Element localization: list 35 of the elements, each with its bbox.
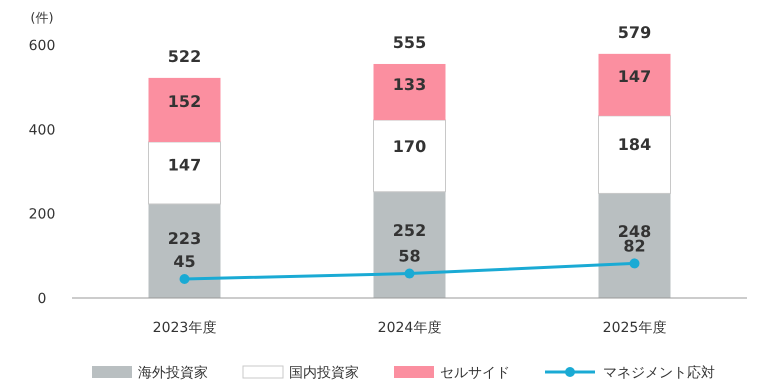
- bar: [148, 141, 221, 204]
- bar: [374, 64, 446, 120]
- y-tick-label: 600: [28, 38, 56, 54]
- bar: [148, 204, 220, 298]
- bar: [598, 54, 670, 116]
- y-tick-label: 200: [28, 206, 56, 223]
- x-tick-label: 2024年度: [378, 320, 442, 336]
- legend-label: セルサイド: [440, 365, 510, 381]
- data-label: 147: [168, 155, 202, 174]
- data-label: 147: [618, 67, 652, 86]
- data-label: 133: [392, 75, 426, 94]
- data-label: 152: [168, 92, 202, 111]
- data-label: 58: [398, 246, 421, 266]
- y-tick-label: 0: [38, 291, 46, 307]
- legend-label: 国内投資家: [289, 365, 359, 381]
- x-tick-label: 2025年度: [602, 320, 666, 336]
- bar: [374, 192, 446, 298]
- y-tick-label: 400: [28, 122, 56, 138]
- data-label: 170: [392, 136, 426, 156]
- data-label: 252: [392, 220, 426, 240]
- total-label: 522: [168, 46, 202, 66]
- bar: [148, 78, 220, 142]
- data-label: 223: [168, 228, 202, 248]
- legend-label: マネジメント応対: [603, 365, 715, 381]
- legend-label: 海外投資家: [138, 365, 208, 381]
- total-label: 555: [392, 32, 426, 52]
- bar: [373, 120, 446, 192]
- data-label: 184: [618, 134, 652, 154]
- data-label: 82: [623, 236, 646, 256]
- total-label: 579: [618, 22, 652, 42]
- y-axis-title: (件): [30, 11, 54, 26]
- bar: [598, 115, 671, 194]
- bar: [598, 193, 670, 298]
- x-tick-label: 2023年度: [152, 320, 216, 336]
- data-label: 45: [173, 252, 196, 272]
